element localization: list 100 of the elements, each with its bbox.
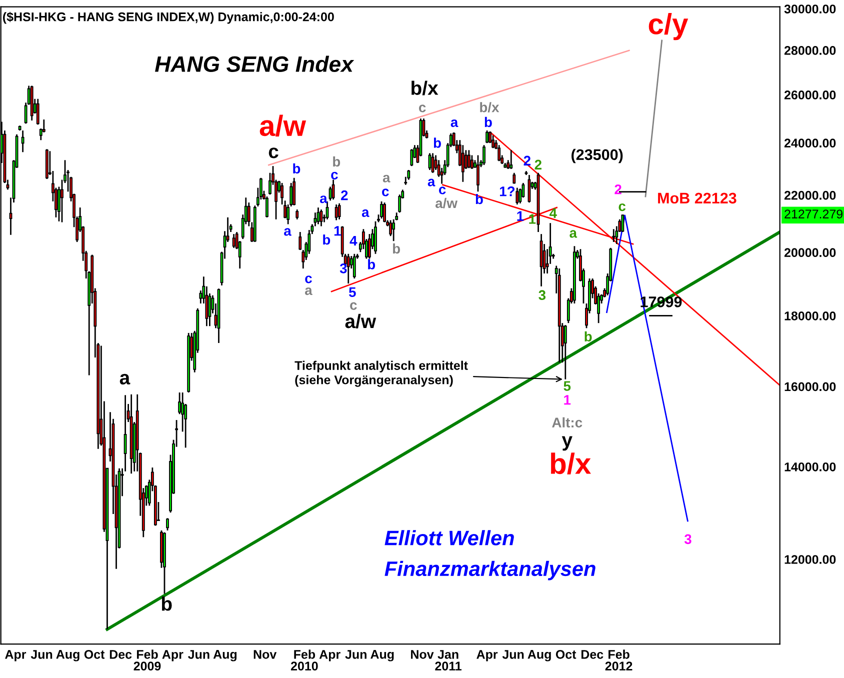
candlestick [383, 202, 386, 223]
y-tick-label: 26000.00 [784, 90, 836, 100]
candlestick [564, 324, 567, 380]
candlestick [516, 187, 519, 206]
annotation: Tiefpunkt analytisch ermittelt (siehe Vorgängeranalysen) [294, 360, 468, 387]
annotation: 2 [614, 184, 622, 194]
x-tick-label: Apr [319, 650, 340, 662]
annotation: 1 [334, 226, 341, 236]
annotation: a [305, 287, 312, 296]
y-tick-label: 12000.00 [784, 555, 836, 564]
candlestick [486, 130, 488, 144]
annotation: b [162, 596, 172, 611]
annotation: 2 [534, 160, 542, 170]
y-tick-label: 16000.00 [784, 382, 836, 392]
y-tick-label: 30000.00 [784, 4, 836, 14]
annotation: 3 [538, 290, 546, 300]
candlestick [461, 144, 464, 183]
annotation: MoB 22123 [658, 192, 736, 204]
annotation: 1? [500, 186, 515, 196]
annotation: a [428, 178, 436, 186]
annotation: 1 [564, 395, 571, 405]
candlestick [410, 148, 414, 167]
x-tick-label: Aug [528, 650, 551, 662]
annotation: c [418, 104, 426, 112]
candlestick [280, 182, 284, 206]
candlestick [482, 144, 486, 166]
candlestick [292, 177, 296, 206]
candlestick [398, 194, 402, 214]
x-tick-label: Oct [84, 650, 105, 659]
candlestick [428, 152, 432, 171]
annotation: c [305, 276, 312, 284]
annotation: c [331, 172, 338, 180]
annotation: b [434, 138, 441, 148]
annotation: (23500) [572, 148, 623, 164]
annotation: Elliott Wellen Finanzmarktanalysen [384, 530, 596, 580]
annotation: Alt:c [552, 417, 582, 428]
annotation: a [382, 174, 390, 182]
candlestick [498, 144, 501, 162]
candlestick [476, 154, 480, 192]
annotation: 4 [350, 236, 358, 246]
x-tick-label: Aug [213, 650, 237, 662]
candlestick [380, 200, 383, 220]
x-tick-label: Feb 2012 [605, 650, 632, 670]
x-tick-label: Feb 2009 [134, 650, 161, 670]
annotation: a [570, 230, 578, 238]
candlestick [346, 253, 350, 284]
text: HANG SENG Index [155, 56, 354, 72]
y-tick-label: 24000.00 [784, 138, 836, 148]
annotation: a [320, 196, 328, 204]
annotation: b/x [412, 80, 438, 96]
x-tick-label: Jun [30, 650, 52, 659]
x-tick-label: Apr [476, 650, 498, 662]
x-tick-label: Nov [411, 650, 434, 659]
x-tick-label: Apr [5, 650, 26, 662]
candlestick [621, 214, 624, 233]
annotation: b [368, 259, 376, 270]
annotation: 2 [524, 156, 530, 166]
annotation: 1 [517, 211, 524, 221]
chart-subtitle: ($HSI-HKG - HANG SENG INDEX,W) Dynamic,0:00-24:00 [3, 12, 334, 24]
candlestick [334, 204, 338, 221]
y-tick-label: 28000.00 [784, 46, 836, 55]
annotation: a [362, 209, 370, 218]
annotation: a [284, 228, 292, 236]
text: 21277.279 [784, 210, 843, 218]
x-tick-label: Nov [254, 650, 277, 659]
x-tick-label: Dec [110, 650, 132, 659]
x-tick-label: Jun [345, 650, 366, 659]
annotation: b [584, 331, 592, 342]
candlestick [612, 228, 616, 243]
candlestick [296, 208, 299, 220]
annotation: 5 [348, 287, 356, 298]
annotation: a/w [260, 114, 306, 136]
annotation: 2 [341, 190, 348, 200]
candlestick [326, 200, 329, 220]
annotation: b [393, 243, 400, 254]
annotation: c [268, 148, 278, 158]
annotation: b [333, 156, 340, 167]
x-tick-label: Apr [162, 650, 184, 662]
y-tick-label: 20000.00 [784, 248, 836, 258]
annotation: b [323, 234, 330, 245]
annotation: a/w [435, 198, 458, 208]
x-tick-label: Jun [188, 650, 210, 659]
x-tick-label: Aug [370, 650, 394, 662]
annotation: b [476, 194, 483, 204]
candlestick [338, 202, 341, 220]
y-tick-label: 14000.00 [784, 462, 836, 472]
candlestick [36, 98, 40, 126]
candlestick [232, 233, 236, 249]
x-tick-label: Dec [581, 650, 604, 659]
x-tick-label: Oct [556, 650, 576, 659]
y-tick-label: 22000.00 [784, 190, 836, 200]
candlestick [316, 206, 320, 225]
x-tick-label: Feb 2010 [290, 650, 318, 670]
annotation: a [450, 119, 458, 128]
annotation: c [382, 188, 389, 196]
annotation: 4 [549, 208, 557, 218]
candlestick [352, 253, 356, 280]
candlestick [166, 517, 169, 532]
annotation: b/x [550, 452, 591, 474]
candlestick [510, 149, 513, 170]
